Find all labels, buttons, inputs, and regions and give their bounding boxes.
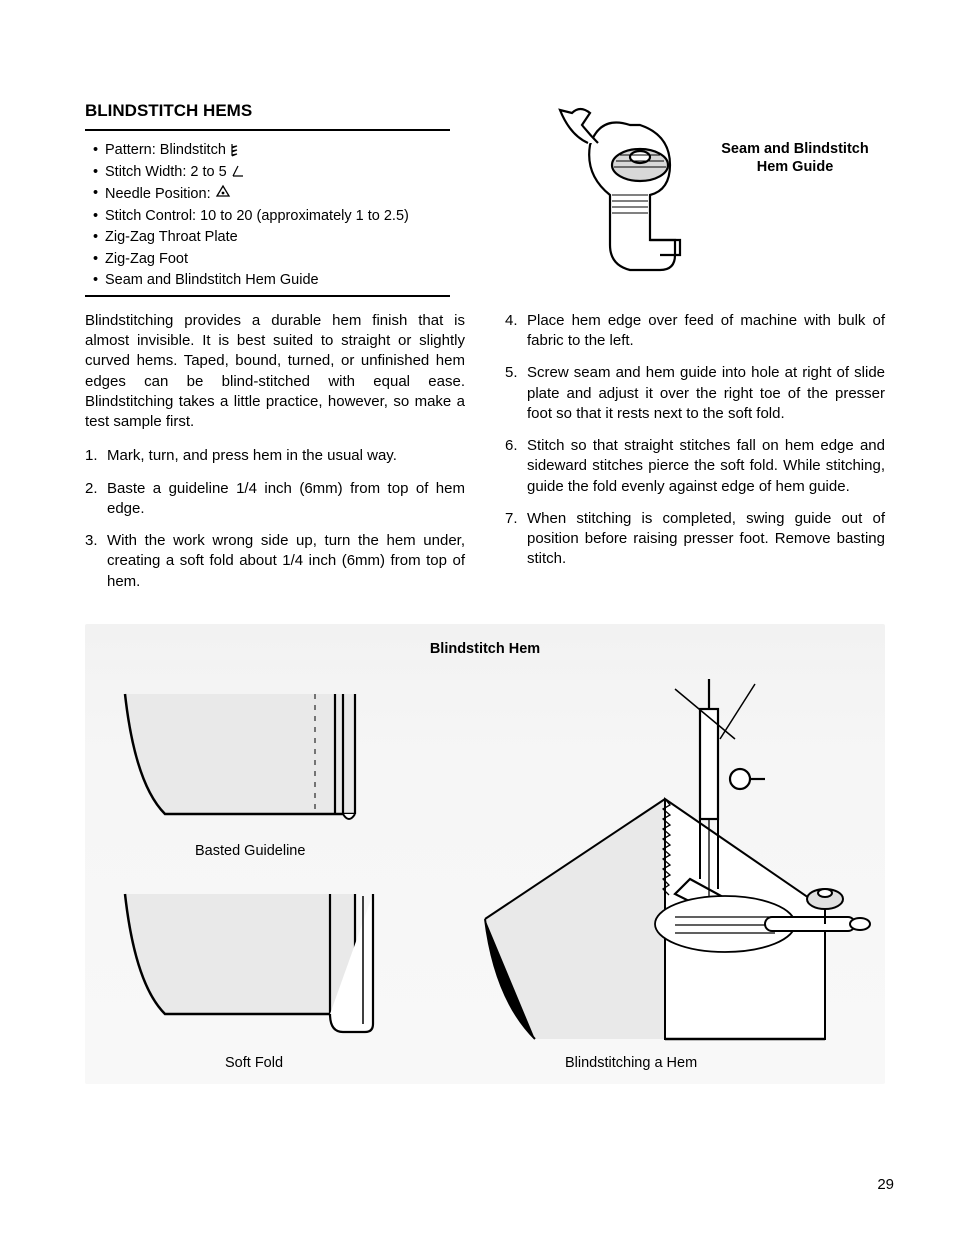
blindstitch-icon [230, 142, 244, 158]
settings-block: Pattern: Blindstitch Stitch Width: 2 to … [85, 141, 465, 311]
step-item: Place hem edge over feed of machine with… [505, 311, 885, 352]
guide-label: Seam and Blindstitch Hem Guide [705, 140, 885, 176]
setting-text: Stitch Width: 2 to 5 [105, 164, 227, 180]
setting-item: Pattern: Blindstitch [93, 141, 465, 161]
settings-list: Pattern: Blindstitch Stitch Width: 2 to … [85, 141, 465, 291]
width-icon [231, 164, 245, 180]
rule-bottom [85, 295, 450, 297]
setting-item: Needle Position: [93, 184, 465, 205]
step-item: Baste a guideline 1/4 inch (6mm) from to… [85, 479, 465, 520]
basted-guideline-svg [115, 674, 375, 834]
caption-soft: Soft Fold [225, 1054, 283, 1074]
col-left: Blindstitching provides a durable hem fi… [85, 311, 465, 604]
blindstitch-figure: Blindstitch Hem Basted Guideline Soft Fo… [85, 624, 885, 1084]
caption-basted: Basted Guideline [195, 842, 305, 862]
setting-item: Stitch Width: 2 to 5 [93, 163, 465, 183]
step-item: When stitching is completed, swing guide… [505, 509, 885, 570]
caption-main: Blindstitching a Hem [565, 1054, 697, 1074]
guide-label-line1: Seam and Blindstitch [721, 141, 868, 157]
soft-fold-svg [115, 874, 375, 1044]
setting-item: Seam and Blindstitch Hem Guide [93, 271, 465, 291]
guide-label-line2: Hem Guide [757, 159, 834, 175]
setting-item: Zig-Zag Foot [93, 250, 465, 270]
step-item: Stitch so that straight stitches fall on… [505, 436, 885, 497]
intro-paragraph: Blindstitching provides a durable hem fi… [85, 311, 465, 433]
figure-title: Blindstitch Hem [430, 640, 540, 660]
step-item: Screw seam and hem guide into hole at ri… [505, 363, 885, 424]
col-right: Place hem edge over feed of machine with… [505, 311, 885, 604]
seam-guide-illustration: Seam and Blindstitch Hem Guide [540, 95, 880, 295]
steps-4-7: Place hem edge over feed of machine with… [505, 311, 885, 570]
rule-top [85, 129, 450, 131]
step-item: Mark, turn, and press hem in the usual w… [85, 446, 465, 466]
page-number: 29 [877, 1175, 894, 1195]
text-columns: Blindstitching provides a durable hem fi… [85, 311, 894, 604]
setting-item: Stitch Control: 10 to 20 (approximately … [93, 207, 465, 227]
needle-position-icon [215, 184, 231, 205]
setting-item: Zig-Zag Throat Plate [93, 228, 465, 248]
setting-text: Pattern: Blindstitch [105, 142, 226, 158]
steps-1-3: Mark, turn, and press hem in the usual w… [85, 446, 465, 592]
machine-svg [465, 679, 885, 1059]
setting-text: Needle Position: [105, 186, 211, 202]
seam-guide-svg [540, 95, 740, 295]
step-item: With the work wrong side up, turn the he… [85, 531, 465, 592]
